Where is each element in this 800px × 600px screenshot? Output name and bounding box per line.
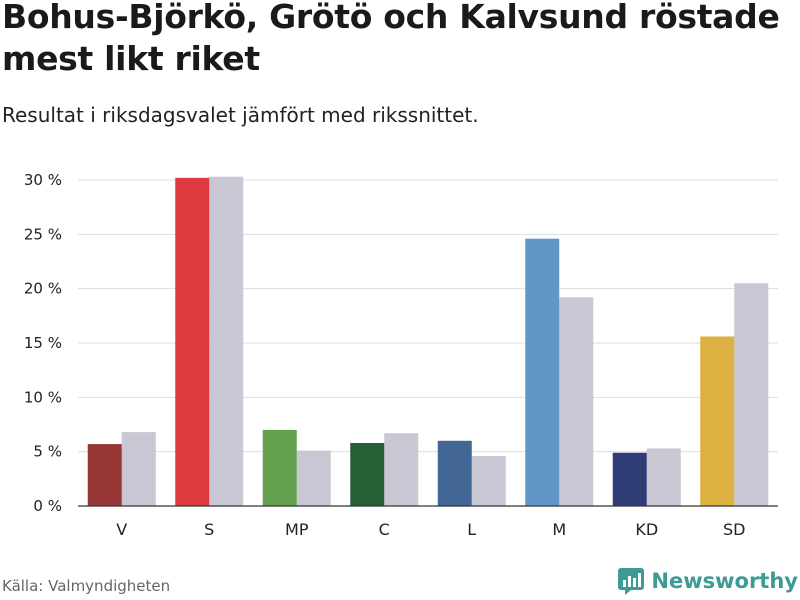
source-note: Källa: Valmyndigheten: [2, 577, 171, 595]
brand-name: Newsworthy: [651, 569, 798, 593]
x-tick-label: S: [204, 520, 214, 539]
x-axis: V S MP C L M KD SD: [78, 505, 778, 539]
y-tick-label: 5 %: [33, 443, 62, 461]
y-tick-label: 30 %: [24, 171, 62, 189]
bar-local-sd: [700, 336, 735, 506]
y-tick-label: 10 %: [24, 388, 62, 406]
chart-title: Bohus-Björkö, Grötö och Kalvsund röstade…: [2, 0, 780, 78]
brand-logo: Newsworthy: [617, 567, 798, 595]
x-tick-label: V: [116, 520, 127, 539]
y-tick-label: 15 %: [24, 334, 62, 352]
x-tick-label: KD: [635, 520, 658, 539]
bar-local-l: [437, 440, 472, 506]
bar-local-c: [350, 442, 385, 506]
y-tick-label: 0 %: [33, 497, 62, 515]
bar-local-kd: [612, 452, 647, 506]
bar-comparison-c: [384, 433, 419, 506]
x-tick-label: C: [379, 520, 390, 539]
bar-comparison-sd: [734, 283, 769, 506]
chart-subtitle: Resultat i riksdagsvalet jämfört med rik…: [2, 103, 479, 127]
bars: [87, 176, 769, 507]
bar-comparison-m: [559, 297, 594, 506]
x-tick-label: L: [467, 520, 476, 539]
bar-chart: 0 % 5 % 10 % 15 % 20 % 25 % 30 % V S MP C L M KD SD: [24, 171, 778, 539]
x-tick-label: M: [552, 520, 566, 539]
y-axis: 0 % 5 % 10 % 15 % 20 % 25 % 30 %: [24, 171, 62, 515]
x-tick-label: SD: [723, 520, 745, 539]
bar-local-mp: [262, 429, 297, 506]
x-tick-label: MP: [285, 520, 309, 539]
bar-comparison-s: [209, 176, 244, 507]
bar-local-m: [525, 238, 560, 506]
bar-local-v: [87, 444, 122, 506]
bar-comparison-l: [471, 456, 506, 506]
newsworthy-logo-icon: [618, 568, 645, 595]
y-tick-label: 25 %: [24, 225, 62, 243]
bar-comparison-v: [121, 432, 156, 506]
bar-local-s: [175, 177, 210, 506]
y-tick-label: 20 %: [24, 280, 62, 298]
bar-comparison-kd: [646, 448, 681, 506]
bar-comparison-mp: [296, 450, 331, 506]
